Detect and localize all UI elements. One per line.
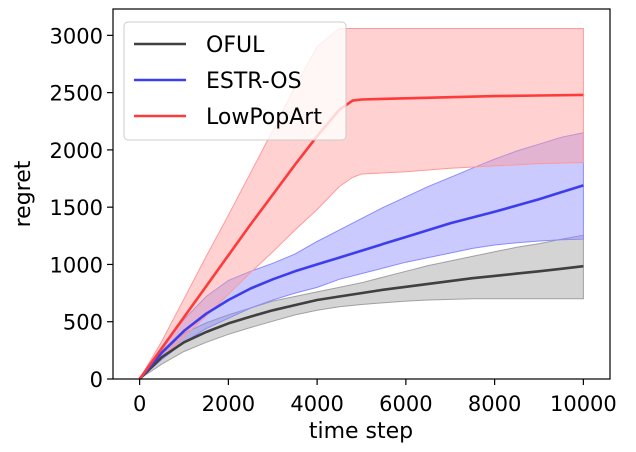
y-tick-label: 1000	[50, 253, 103, 277]
y-tick-label: 1500	[50, 196, 103, 220]
y-tick-label: 3000	[50, 24, 103, 48]
y-axis: 0 500 1000 1500 2000 2500 3000	[50, 24, 113, 392]
legend-label-oful: OFUL	[206, 33, 265, 58]
x-tick-label: 0	[133, 392, 146, 416]
x-tick-label: 4000	[290, 392, 343, 416]
x-tick-label: 2000	[202, 392, 255, 416]
y-axis-label: regret	[11, 160, 36, 227]
line-oful	[138, 264, 584, 380]
x-tick-label: 8000	[468, 392, 521, 416]
y-tick-label: 500	[63, 311, 103, 335]
x-tick-label: 6000	[379, 392, 432, 416]
legend: OFUL ESTR-OS LowPopArt	[123, 21, 347, 141]
x-axis: 0 2000 4000 6000 8000 10000	[133, 379, 617, 416]
plot-frame	[112, 8, 611, 380]
legend-box	[123, 21, 347, 141]
y-tick-label: 0	[90, 368, 103, 392]
y-tick-label: 2000	[50, 139, 103, 163]
x-axis-label: time step	[309, 419, 413, 444]
line-estr-os	[138, 184, 584, 380]
y-tick-label: 2500	[50, 82, 103, 106]
legend-label-estr-os: ESTR-OS	[206, 69, 302, 94]
x-tick-label: 10000	[550, 392, 617, 416]
legend-label-lowpopart: LowPopArt	[206, 105, 322, 130]
